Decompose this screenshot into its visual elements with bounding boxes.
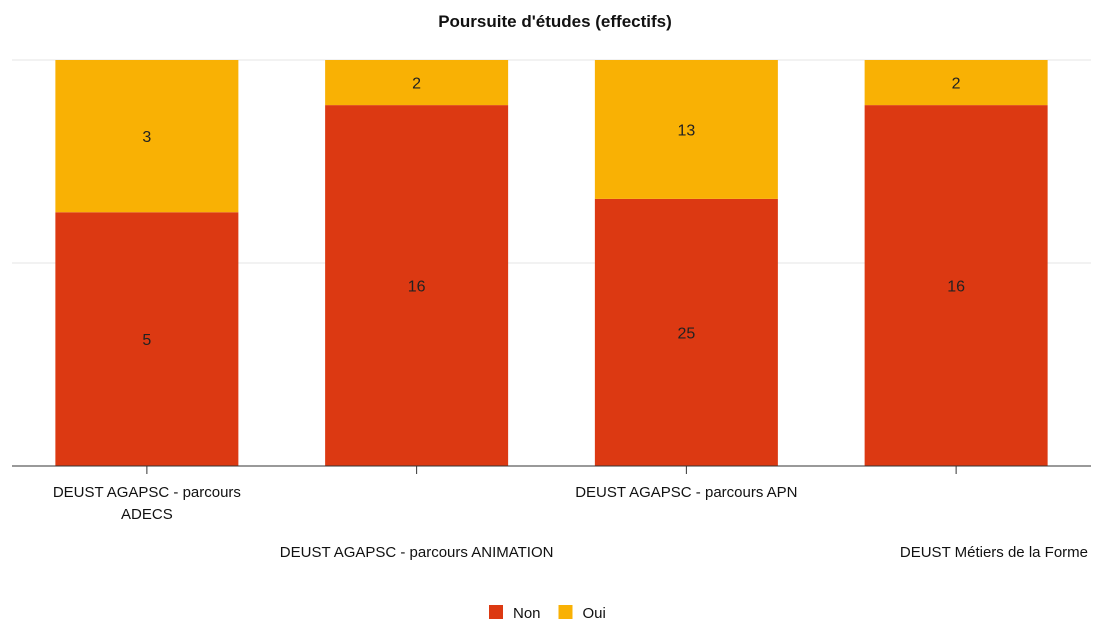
legend-swatch-oui	[559, 605, 573, 619]
data-label-non-2: 25	[677, 325, 695, 342]
data-label-non-1: 16	[408, 279, 426, 296]
data-label-oui-3: 2	[952, 76, 961, 93]
legend-label-non: Non	[513, 605, 541, 622]
chart-title: Poursuite d'études (effectifs)	[438, 12, 672, 31]
data-label-oui-2: 13	[677, 122, 695, 139]
legend-swatch-non	[489, 605, 503, 619]
legend-item-oui: Oui	[559, 605, 606, 622]
x-axis: DEUST AGAPSC - parcours ADECS DEUST AGAPSC…	[12, 466, 1091, 561]
x-tick-label-1: DEUST AGAPSC - parcours ANIMATION	[280, 544, 554, 561]
legend: Non Oui	[489, 605, 606, 622]
x-tick-label-0: DEUST AGAPSC - parcours ADECS	[53, 484, 241, 523]
data-label-non-3: 16	[947, 279, 965, 296]
x-tick-label-3: DEUST Métiers de la Forme	[900, 544, 1088, 561]
data-label-non-0: 5	[142, 332, 151, 349]
data-label-oui-1: 2	[412, 76, 421, 93]
x-tick-label-2: DEUST AGAPSC - parcours APN	[575, 484, 797, 501]
legend-label-oui: Oui	[583, 605, 606, 622]
data-label-oui-0: 3	[142, 129, 151, 146]
legend-item-non: Non	[489, 605, 541, 622]
